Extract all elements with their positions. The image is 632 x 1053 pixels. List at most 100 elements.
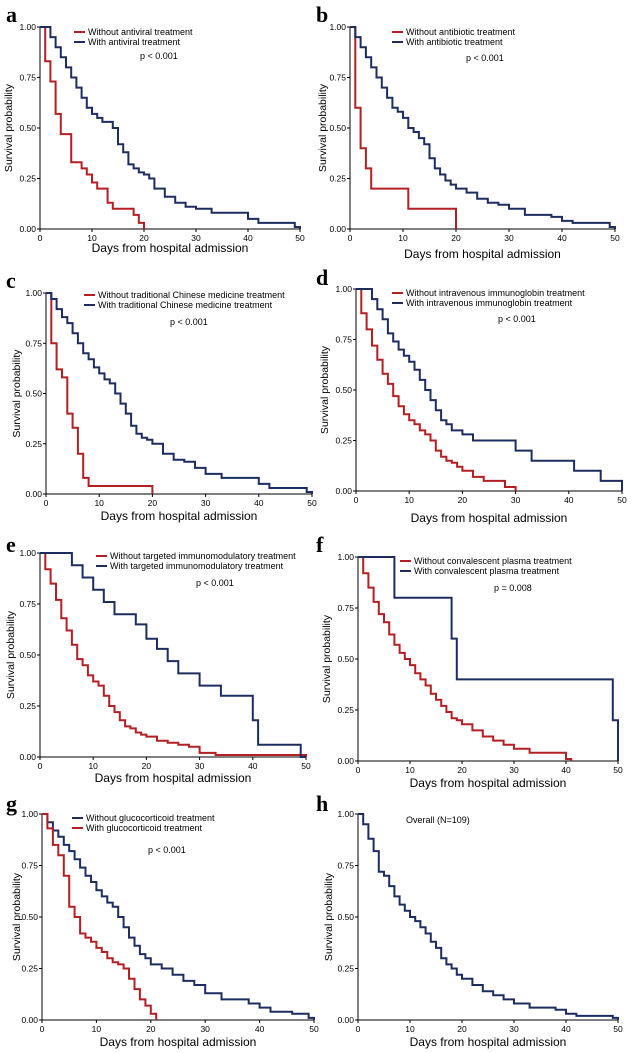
y-tick-label: 0.75	[19, 599, 36, 609]
y-axis-label: Survival probability	[323, 872, 335, 961]
x-tick-label: 10	[404, 495, 414, 505]
legend-label: Without convalescent plasma treatment	[414, 556, 572, 566]
p-value-annotation: p < 0.001	[498, 314, 536, 324]
survival-curve-1	[350, 26, 457, 229]
x-axis-label: Days from hospital admission	[92, 241, 249, 255]
x-tick-label: 20	[148, 498, 158, 508]
x-tick-label: 10	[87, 233, 97, 243]
x-tick-label: 20	[146, 1024, 156, 1034]
x-tick-label: 50	[307, 498, 317, 508]
survival-curve-1	[46, 292, 154, 494]
y-tick-label: 0.50	[19, 123, 36, 133]
y-tick-label: 1.00	[19, 22, 36, 32]
y-tick-label: 0.75	[25, 338, 42, 348]
x-tick-label: 30	[504, 233, 514, 243]
y-tick-label: 0.25	[25, 439, 42, 449]
x-tick-label: 40	[254, 498, 264, 508]
x-tick-label: 20	[458, 495, 468, 505]
panel-h: h 0.00 0.25 0.50 0.75 1.00 0 10 20 30 40 50 Days fro…	[316, 791, 623, 1049]
y-tick-label: 0.00	[25, 489, 42, 499]
panel-letter: g	[6, 791, 17, 816]
x-tick-label: 20	[139, 233, 149, 243]
p-value-annotation: p < 0.001	[148, 845, 186, 855]
y-tick-label: 0.00	[337, 1015, 354, 1025]
y-axis-label: Survival probability	[11, 349, 23, 438]
y-tick-label: 1.00	[19, 548, 36, 558]
survival-curve-2	[40, 552, 306, 758]
survival-curve-1	[42, 813, 315, 1020]
panel-letter: c	[6, 268, 16, 293]
y-tick-label: 0.50	[21, 912, 38, 922]
x-axis-label: Days from hospital admission	[411, 511, 568, 525]
x-tick-label: 50	[301, 761, 311, 771]
x-tick-label: 40	[248, 761, 258, 771]
legend-label: Without traditional Chinese medicine tre…	[98, 290, 285, 300]
x-tick-label: 30	[200, 1024, 210, 1034]
p-value-annotation: p = 0.008	[494, 583, 532, 593]
x-axis-label: Days from hospital admission	[404, 247, 561, 261]
legend-label: Without antibiotic treatment	[406, 27, 516, 37]
x-tick-label: 0	[40, 1024, 45, 1034]
y-tick-label: 0.75	[337, 861, 354, 871]
legend-label: Overall (N=109)	[406, 815, 470, 825]
y-tick-label: 0.00	[337, 756, 354, 766]
legend-label: With glucocorticoid treatment	[86, 823, 203, 833]
y-axis-label: Survival probability	[11, 872, 23, 961]
x-axis-label: Days from hospital admission	[410, 776, 567, 790]
survival-curve-1	[358, 813, 619, 1020]
x-tick-label: 20	[457, 1024, 467, 1034]
y-tick-label: 0.25	[335, 436, 352, 446]
x-tick-label: 10	[92, 1024, 102, 1034]
y-tick-label: 0.50	[335, 385, 352, 395]
legend-label: With intravenous immunoglobin treatment	[406, 298, 573, 308]
survival-curve-1	[40, 26, 145, 229]
y-tick-label: 0.50	[25, 389, 42, 399]
x-tick-label: 30	[191, 233, 201, 243]
y-tick-label: 0.00	[19, 224, 36, 234]
y-axis-label: Survival probability	[317, 83, 329, 172]
y-tick-label: 1.00	[21, 809, 38, 819]
survival-curve-1	[40, 552, 307, 757]
x-tick-label: 10	[398, 233, 408, 243]
panel-a: a 0.00 0.25 0.50 0.75 1.00 0 10 20 30 40 50 Days fro…	[3, 2, 305, 255]
x-tick-label: 50	[295, 233, 305, 243]
panel-e: e 0.00 0.25 0.50 0.75 1.00 0 10 20 30 40 50 Days fro…	[5, 532, 311, 785]
y-tick-label: 0.00	[19, 752, 36, 762]
y-tick-label: 0.25	[19, 174, 36, 184]
legend-label: With antiviral treatment	[88, 37, 181, 47]
panel-f: f 0.00 0.25 0.50 0.75 1.00 0 10 20 30 40 50 Days fro…	[316, 532, 623, 790]
y-axis-label: Survival probability	[319, 345, 331, 434]
panel-letter: a	[6, 2, 17, 27]
survival-curve-2	[40, 26, 301, 229]
legend-label: With antibiotic treatment	[406, 37, 503, 47]
y-tick-label: 0.00	[335, 486, 352, 496]
y-axis-label: Survival probability	[321, 614, 333, 703]
x-tick-label: 30	[509, 1024, 519, 1034]
x-tick-label: 0	[44, 498, 49, 508]
survival-curve-2	[42, 813, 158, 1020]
y-tick-label: 0.75	[337, 603, 354, 613]
x-tick-label: 30	[201, 498, 211, 508]
x-tick-label: 40	[561, 1024, 571, 1034]
y-tick-label: 0.50	[19, 650, 36, 660]
x-axis-label: Days from hospital admission	[95, 771, 252, 785]
x-tick-label: 20	[142, 761, 152, 771]
legend-label: Without antiviral treatment	[88, 27, 193, 37]
panel-letter: b	[316, 2, 328, 27]
x-tick-label: 0	[38, 233, 43, 243]
x-tick-label: 50	[309, 1024, 319, 1034]
y-tick-label: 1.00	[25, 288, 42, 298]
x-tick-label: 0	[356, 765, 361, 775]
panel-c: c 0.00 0.25 0.50 0.75 1.00 0 10 20 30 40 50 Days fro…	[6, 268, 317, 523]
x-tick-label: 40	[243, 233, 253, 243]
x-tick-label: 20	[451, 233, 461, 243]
y-axis-label: Survival probability	[5, 610, 17, 699]
x-tick-label: 0	[356, 1024, 361, 1034]
survival-curve-2	[358, 556, 619, 761]
p-value-annotation: p < 0.001	[170, 317, 208, 327]
p-value-annotation: p < 0.001	[196, 578, 234, 588]
legend-label: With convalescent plasma treatment	[414, 566, 560, 576]
y-tick-label: 0.50	[337, 654, 354, 664]
x-tick-label: 30	[511, 495, 521, 505]
panel-letter: e	[6, 532, 16, 557]
